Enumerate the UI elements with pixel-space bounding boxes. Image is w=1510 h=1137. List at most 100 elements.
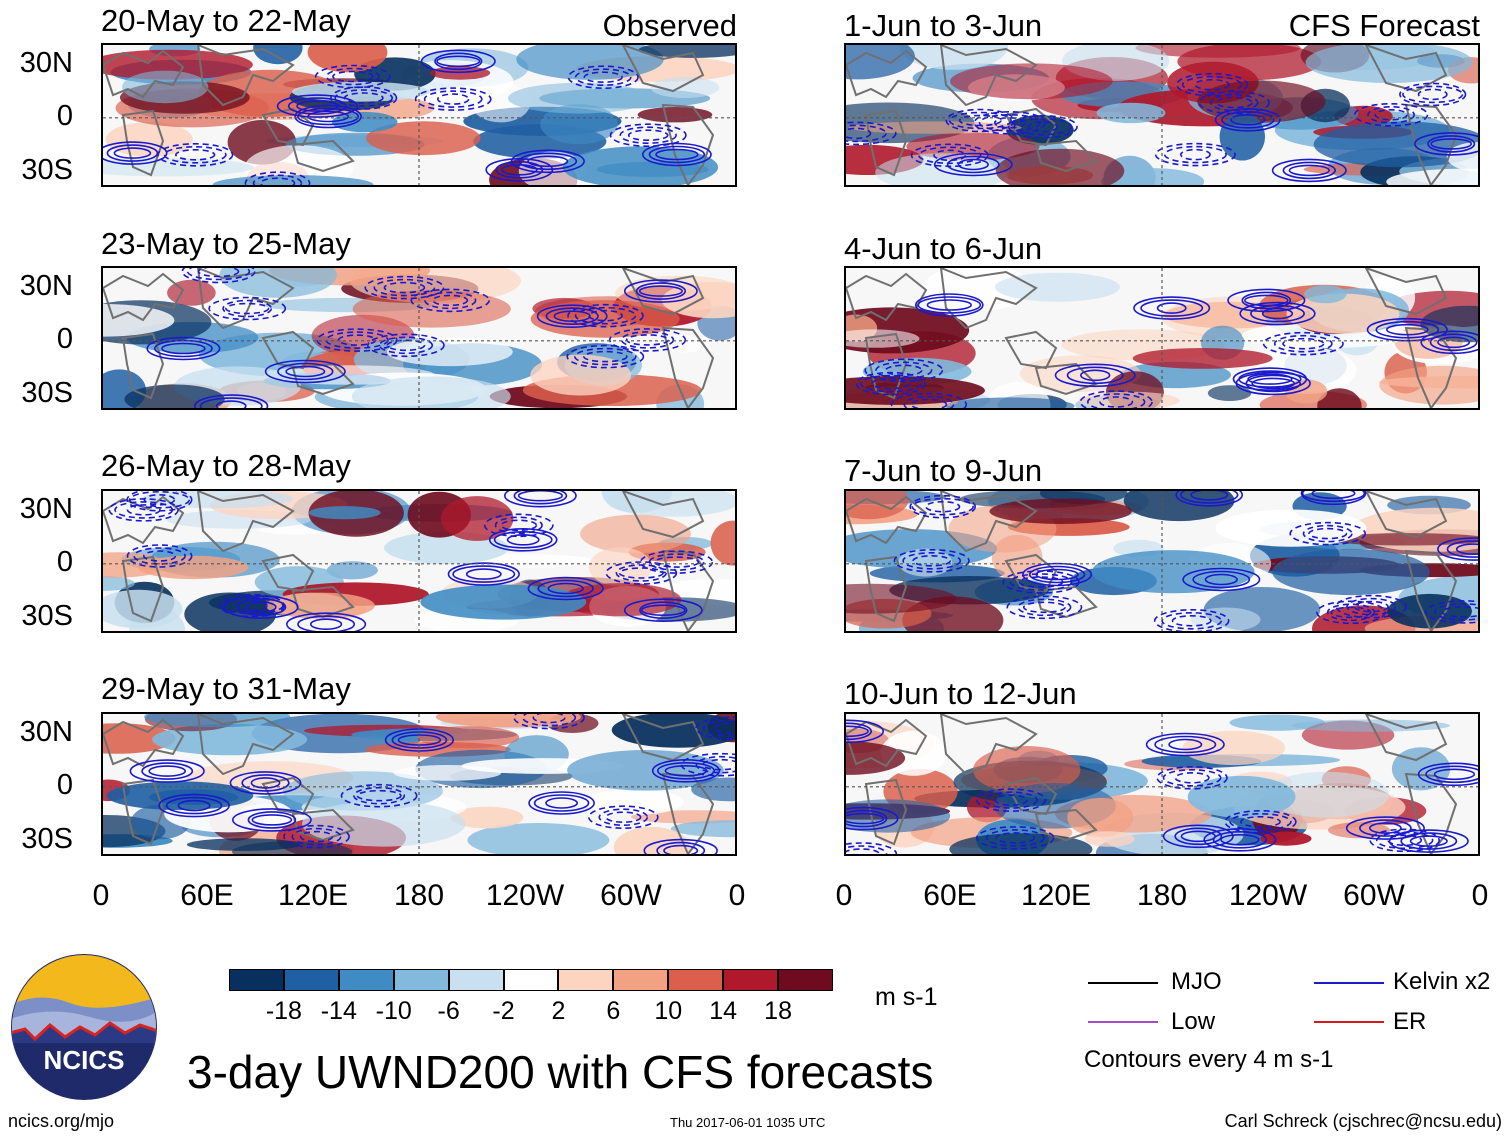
kelvin-contour [174, 149, 216, 161]
anomaly-blob [186, 838, 301, 851]
coastline [1004, 330, 1058, 370]
kelvin-contour [314, 64, 391, 89]
kelvin-contour [893, 549, 970, 573]
coastline [261, 107, 315, 147]
kelvin-contour [620, 331, 675, 349]
kelvin-contour [1417, 762, 1478, 787]
kelvin-contour [1203, 828, 1277, 852]
colorbar-tick-label: 10 [654, 997, 683, 1025]
anomaly-blob [1379, 365, 1478, 405]
kelvin-contour [1192, 570, 1251, 589]
anomaly-blob [253, 45, 303, 65]
kelvin-contour [199, 397, 263, 408]
main-title: 3-day UWND200 with CFS forecasts [187, 1046, 934, 1098]
kelvin-contour [286, 612, 367, 631]
coastline [196, 45, 295, 107]
longitude-tick-label: 60W [600, 879, 662, 912]
latitude-tick-label: 30S [21, 377, 73, 409]
kelvin-contour [434, 52, 483, 71]
anomaly-blob [1187, 775, 1296, 818]
kelvin-contour [141, 762, 194, 780]
colorbar [229, 969, 833, 993]
kelvin-contour [1066, 366, 1124, 385]
kelvin-contour [624, 279, 698, 303]
coastline [621, 45, 705, 93]
colorbar-swatch [613, 969, 669, 991]
legend-label-mjo: MJO [1171, 968, 1222, 995]
kelvin-contour [903, 395, 955, 408]
colorbar-tick-label: 6 [606, 997, 621, 1025]
anomaly-blob [1386, 168, 1478, 185]
kelvin-contour [627, 129, 669, 141]
anomaly-blob [638, 45, 735, 58]
kelvin-contour [113, 147, 152, 159]
kelvin-contour [156, 143, 234, 167]
coastline [1364, 491, 1448, 539]
kelvin-contour [648, 145, 706, 164]
kelvin-contour [231, 808, 312, 832]
anomaly-blob [846, 329, 920, 348]
kelvin-contour [483, 513, 554, 538]
kelvin-contour [1417, 88, 1448, 101]
kelvin-contour [1388, 829, 1469, 853]
anomaly-blob [875, 153, 1010, 185]
footer-url[interactable]: ncics.org/mjo [8, 1111, 115, 1131]
panel-title: 10-Jun to 12-Jun [844, 676, 1077, 711]
latitude-tick-label: 30S [21, 154, 73, 186]
anomaly-blob [973, 746, 1081, 794]
kelvin-contour [158, 793, 230, 818]
kelvin-contour [420, 49, 496, 74]
coastline [864, 778, 908, 846]
kelvin-contour [1133, 296, 1211, 320]
kelvin-contour [1168, 738, 1203, 751]
kelvin-contour [294, 104, 362, 129]
anomaly-blob [387, 337, 513, 367]
kelvin-contour [1330, 606, 1372, 619]
kelvin-contour [1369, 828, 1441, 853]
coastline [939, 45, 1038, 107]
kelvin-contour [488, 527, 558, 552]
kelvin-contour [1262, 331, 1344, 356]
kelvin-contour [663, 844, 699, 854]
kelvin-contour [978, 114, 1041, 132]
kelvin-contour [114, 501, 174, 519]
latitude-tick-label: 30N [19, 493, 73, 525]
anomaly-blob [1305, 45, 1473, 83]
legend-label-er: ER [1393, 1008, 1427, 1035]
kelvin-contour [1385, 323, 1429, 336]
kelvin-contour [1080, 369, 1111, 382]
kelvin-contour [532, 714, 566, 724]
kelvin-contour [513, 491, 568, 505]
kelvin-contour [702, 719, 735, 737]
map-panel [101, 712, 737, 856]
kelvin-contour [917, 296, 982, 314]
kelvin-contour [846, 848, 880, 854]
kelvin-contour [259, 177, 296, 185]
kelvin-contour [902, 552, 962, 570]
kelvin-contour [1345, 816, 1425, 840]
anomaly-blob [308, 506, 381, 520]
kelvin-contour [1240, 816, 1281, 828]
kelvin-contour [642, 142, 712, 167]
latitude-tick-label: 0 [56, 769, 73, 801]
kelvin-contour [197, 268, 240, 278]
kelvin-contour [1271, 158, 1347, 183]
kelvin-contour [1301, 491, 1366, 503]
kelvin-contour [1156, 765, 1228, 790]
colorbar-tick-label: 18 [764, 997, 792, 1025]
anomaly-blob [420, 584, 587, 620]
coastline [261, 330, 315, 370]
kelvin-contour [587, 805, 659, 829]
kelvin-contour [527, 576, 604, 601]
kelvin-contour [871, 377, 911, 390]
kelvin-contour [356, 789, 402, 802]
kelvin-contour [1374, 109, 1408, 121]
kelvin-contour [995, 832, 1036, 844]
kelvin-contour [994, 117, 1026, 129]
coastline [1004, 776, 1058, 816]
kelvin-contour [1229, 813, 1292, 831]
anomaly-blob [650, 76, 720, 99]
kelvin-contour [1282, 337, 1325, 350]
kelvin-contour [1154, 735, 1217, 754]
anomaly-blob [846, 45, 915, 80]
